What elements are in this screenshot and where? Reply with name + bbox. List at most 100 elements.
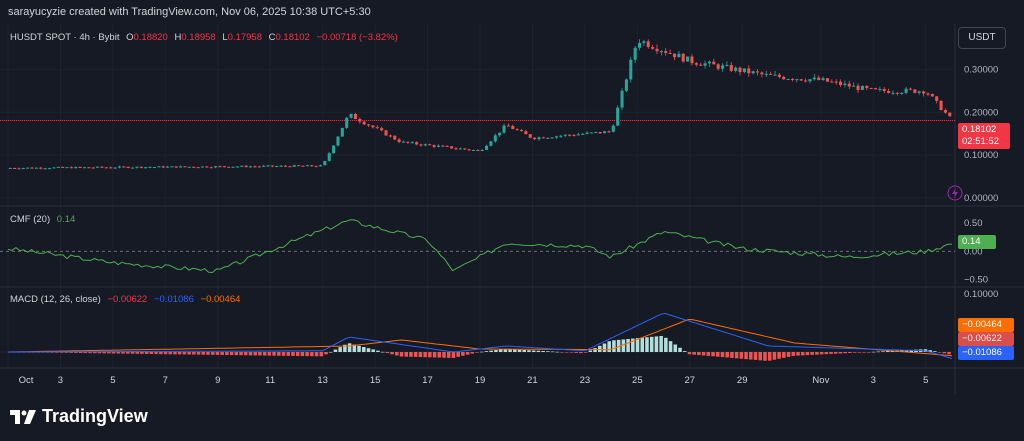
candle-149 <box>659 50 663 56</box>
macd-hist-bar-114 <box>546 351 550 352</box>
candle-85 <box>380 126 384 132</box>
candle-body-120 <box>533 137 537 140</box>
candle-body-111 <box>493 135 497 142</box>
candle-125 <box>554 135 559 140</box>
macd-label[interactable]: MACD (12, 26, close) <box>10 294 101 305</box>
candle-123 <box>546 137 550 139</box>
candle-body-206 <box>908 88 913 90</box>
candle-body-196 <box>865 85 869 88</box>
macd-hist-bar-156 <box>744 352 748 360</box>
candle-63 <box>283 164 288 167</box>
macd-hist-bar-107 <box>513 349 517 352</box>
candle-146 <box>646 39 650 49</box>
candle-199 <box>878 86 882 92</box>
candle-173 <box>764 70 768 78</box>
candle-body-24 <box>113 167 117 169</box>
candle-159 <box>703 60 707 69</box>
time-tick-12: 25 <box>632 375 643 386</box>
candle-body-66 <box>297 165 301 167</box>
candle-body-140 <box>620 90 624 108</box>
macd-hist-bar-149 <box>711 352 715 357</box>
macd-hist-bar-22 <box>111 352 116 354</box>
candle-body-70 <box>314 166 318 168</box>
candle-body-146 <box>646 41 650 48</box>
candle-98 <box>436 144 441 148</box>
candle-body-95 <box>423 144 427 146</box>
candle-46 <box>209 166 213 169</box>
macd-hist-bar-37 <box>182 352 187 355</box>
candle-body-9 <box>47 168 52 170</box>
candle-84 <box>375 125 379 129</box>
candle-body-96 <box>428 144 432 146</box>
candle-body-68 <box>305 165 309 167</box>
macd-hist-bar-126 <box>602 343 607 352</box>
macd-hist-bar-198 <box>942 352 947 354</box>
macd-hist-bar-43 <box>210 352 215 355</box>
candle-200 <box>882 87 886 94</box>
candle-34 <box>157 166 161 168</box>
candle-27 <box>126 166 130 169</box>
candle-156 <box>690 54 694 66</box>
symbol-name[interactable]: HUSDT SPOT · 4h · Bybit <box>10 32 120 43</box>
time-tick-13: 27 <box>684 375 695 386</box>
candle-body-51 <box>231 166 235 168</box>
macd-hist-bar-129 <box>616 339 621 352</box>
candle-body-184 <box>812 77 816 80</box>
candle-body-195 <box>860 85 864 90</box>
candle-106 <box>471 149 475 151</box>
candle-121 <box>537 136 541 141</box>
candle-75 <box>336 135 340 147</box>
candle-body-197 <box>869 87 873 89</box>
candle-body-134 <box>594 131 598 133</box>
macd-hist-bar-134 <box>640 337 645 352</box>
candle-body-29 <box>135 166 139 168</box>
grid <box>0 24 955 368</box>
candle-190 <box>839 79 843 87</box>
macd-hist-bar-93 <box>446 352 451 358</box>
chart-canvas[interactable]: 0.30000 0.20000 0.10000 0.00000 0.50 0.00 −0.5… <box>0 0 1024 395</box>
candle-body-207 <box>913 89 917 93</box>
candle-body-192 <box>847 83 851 87</box>
candle-body-57 <box>257 166 261 168</box>
candle-89 <box>397 137 401 144</box>
tradingview-logo[interactable]: TradingView <box>10 406 148 427</box>
macd-hist-bar-162 <box>772 352 777 360</box>
macd-hist-bar-186 <box>885 351 890 352</box>
candle-203 <box>895 92 899 96</box>
candle-144 <box>637 39 642 51</box>
macd-hist-bar-165 <box>786 352 791 357</box>
candle-body-210 <box>926 93 930 95</box>
candle-body-208 <box>917 91 921 93</box>
candle-184 <box>812 74 816 81</box>
macd-hist-bar-47 <box>229 352 234 356</box>
cmf-label[interactable]: CMF (20) <box>10 214 51 225</box>
candle-104 <box>463 148 467 150</box>
candle-body-215 <box>948 112 952 117</box>
candle-body-50 <box>227 166 231 168</box>
candle-211 <box>930 93 934 97</box>
candle-body-104 <box>463 148 467 150</box>
candle-3 <box>21 167 25 170</box>
candle-138 <box>611 123 615 133</box>
candle-body-43 <box>196 167 200 169</box>
candle-107 <box>476 149 480 151</box>
candle-body-81 <box>362 121 366 125</box>
candle-body-88 <box>393 135 397 140</box>
candle-181 <box>799 78 803 82</box>
macd-hist-bar-132 <box>631 338 635 352</box>
candle-33 <box>152 166 156 169</box>
candle-5 <box>30 167 34 169</box>
candle-152 <box>672 53 677 61</box>
candle-37 <box>170 166 174 168</box>
macd-hist-bar-36 <box>177 352 182 355</box>
candle-body-147 <box>651 47 655 49</box>
macd-hist-bar-38 <box>187 352 191 355</box>
macd-hist-bar-98 <box>470 352 475 354</box>
macd-hist-bar-52 <box>253 352 257 356</box>
candle-23 <box>109 166 113 169</box>
macd-hist-bar-66 <box>319 352 324 357</box>
macd-hist-bar-70 <box>338 347 342 352</box>
candle-body-41 <box>187 166 191 168</box>
macd-hist-bar-50 <box>244 352 248 356</box>
currency-button[interactable]: USDT <box>958 27 1006 49</box>
